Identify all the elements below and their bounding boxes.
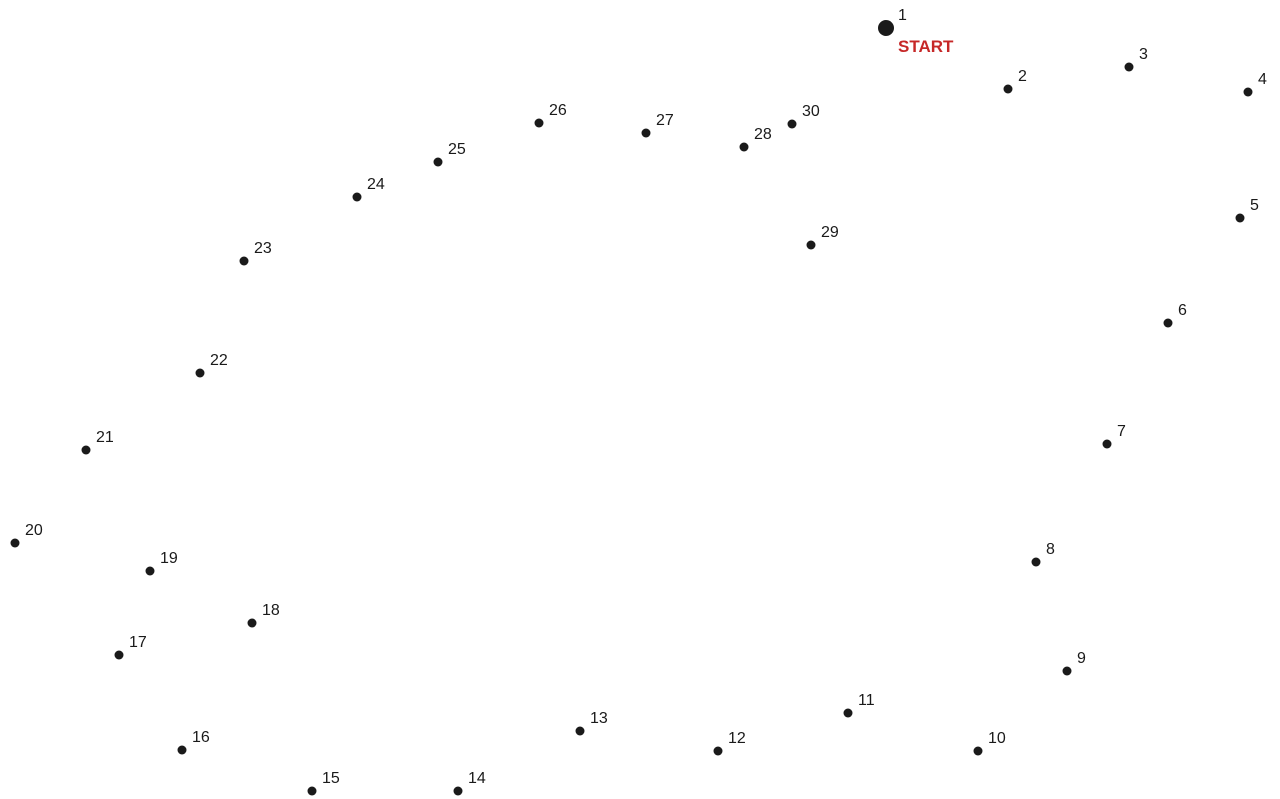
dot-26[interactable] <box>534 118 544 128</box>
dot-29[interactable] <box>806 240 816 250</box>
dot-label-4: 4 <box>1258 71 1267 88</box>
dot-label-2: 2 <box>1018 68 1027 85</box>
dot-14[interactable] <box>453 786 463 796</box>
dot-24[interactable] <box>352 192 362 202</box>
dot-17[interactable] <box>114 650 124 660</box>
dot-label-27: 27 <box>656 112 674 129</box>
dot-label-8: 8 <box>1046 541 1055 558</box>
dot-4[interactable] <box>1243 87 1253 97</box>
dot-22[interactable] <box>195 368 205 378</box>
dot-7[interactable] <box>1102 439 1112 449</box>
dot-15[interactable] <box>307 786 317 796</box>
dot-label-12: 12 <box>728 730 746 747</box>
dot-10[interactable] <box>973 746 983 756</box>
dot-25[interactable] <box>433 157 443 167</box>
dot-label-23: 23 <box>254 240 272 257</box>
dot-5[interactable] <box>1235 213 1245 223</box>
dot-label-30: 30 <box>802 103 820 120</box>
dot-label-24: 24 <box>367 176 385 193</box>
dot-20[interactable] <box>10 538 20 548</box>
dot-label-7: 7 <box>1117 423 1126 440</box>
dots-layer: 1234567891011121314151617181920212223242… <box>10 7 1267 796</box>
dot-label-22: 22 <box>210 352 228 369</box>
dot-label-18: 18 <box>262 602 280 619</box>
dot-label-19: 19 <box>160 550 178 567</box>
dot-label-25: 25 <box>448 141 466 158</box>
dot-16[interactable] <box>177 745 187 755</box>
dot-label-3: 3 <box>1139 46 1148 63</box>
dot-label-6: 6 <box>1178 302 1187 319</box>
dot-18[interactable] <box>247 618 257 628</box>
dot-label-5: 5 <box>1250 197 1259 214</box>
dot-label-14: 14 <box>468 770 486 787</box>
dot-27[interactable] <box>641 128 651 138</box>
dot-13[interactable] <box>575 726 585 736</box>
dot-19[interactable] <box>145 566 155 576</box>
dot-30[interactable] <box>787 119 797 129</box>
dot-28[interactable] <box>739 142 749 152</box>
dot-21[interactable] <box>81 445 91 455</box>
dot-label-28: 28 <box>754 126 772 143</box>
dot-11[interactable] <box>843 708 853 718</box>
dot-12[interactable] <box>713 746 723 756</box>
dot-8[interactable] <box>1031 557 1041 567</box>
dot-label-10: 10 <box>988 730 1006 747</box>
dot-label-9: 9 <box>1077 650 1086 667</box>
dot-6[interactable] <box>1163 318 1173 328</box>
dot-2[interactable] <box>1003 84 1013 94</box>
dot-3[interactable] <box>1124 62 1134 72</box>
dot-label-1: 1 <box>898 7 907 24</box>
dot-9[interactable] <box>1062 666 1072 676</box>
start-dot[interactable] <box>878 20 894 36</box>
dot-23[interactable] <box>239 256 249 266</box>
dot-label-13: 13 <box>590 710 608 727</box>
dot-label-20: 20 <box>25 522 43 539</box>
start-label: START <box>898 37 954 56</box>
dot-label-16: 16 <box>192 729 210 746</box>
dot-label-11: 11 <box>858 692 875 709</box>
dot-label-15: 15 <box>322 770 340 787</box>
dot-label-17: 17 <box>129 634 147 651</box>
dot-label-29: 29 <box>821 224 839 241</box>
dot-label-21: 21 <box>96 429 114 446</box>
dot-label-26: 26 <box>549 102 567 119</box>
